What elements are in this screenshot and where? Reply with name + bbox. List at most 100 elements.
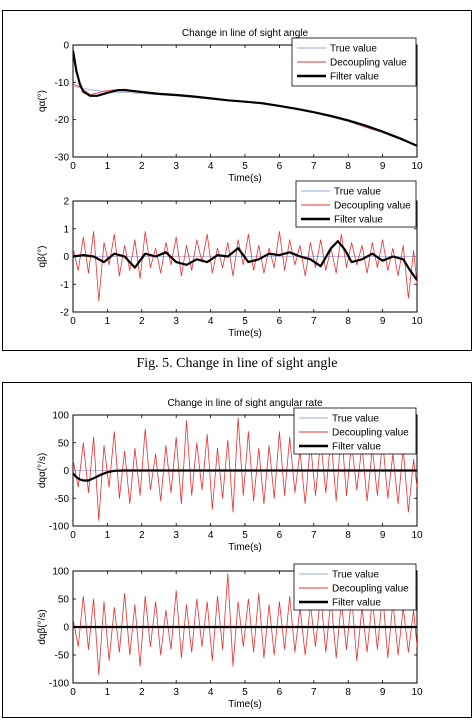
- x-tick-label: 5: [242, 316, 248, 327]
- figure-caption: Fig. 5. Change in line of sight angle: [136, 356, 338, 371]
- chart-title: Change in line of sight angle: [182, 28, 309, 39]
- x-tick-label: 4: [208, 530, 214, 541]
- series-line-filter-value: [73, 469, 417, 482]
- y-tick-label: -100: [49, 679, 69, 690]
- y-tick-label: -50: [55, 651, 70, 662]
- x-tick-label: 0: [70, 316, 76, 327]
- x-tick-label: 8: [345, 161, 351, 172]
- y-tick-label: 100: [52, 567, 69, 578]
- y-axis-label: qβ(°): [37, 246, 48, 268]
- x-tick-label: 7: [311, 316, 317, 327]
- legend-label-decoupling-value: Decoupling value: [334, 201, 411, 212]
- y-tick-label: -20: [55, 115, 70, 126]
- x-tick-label: 10: [411, 161, 423, 172]
- x-tick-label: 3: [173, 530, 179, 541]
- x-tick-label: 6: [277, 316, 283, 327]
- y-tick-label: -2: [60, 308, 69, 319]
- x-tick-label: 10: [411, 316, 423, 327]
- y-tick-label: 50: [58, 595, 70, 606]
- x-tick-label: 9: [380, 687, 386, 698]
- series-line-filter-value: [73, 50, 417, 147]
- x-tick-label: 2: [139, 530, 145, 541]
- x-tick-label: 3: [173, 687, 179, 698]
- x-tick-label: 3: [173, 161, 179, 172]
- legend: True value Decoupling value Filter value: [293, 407, 417, 455]
- y-tick-label: -50: [55, 494, 70, 505]
- x-tick-label: 0: [70, 530, 76, 541]
- x-tick-label: 5: [242, 687, 248, 698]
- x-tick-label: 10: [411, 687, 423, 698]
- x-tick-label: 6: [277, 161, 283, 172]
- x-axis-label: Time(s): [228, 542, 262, 553]
- y-tick-label: -100: [49, 522, 69, 533]
- x-tick-label: 7: [311, 530, 317, 541]
- x-tick-label: 7: [311, 161, 317, 172]
- legend-label-true-value: True value: [330, 44, 377, 55]
- chart-4: 0 1 2 3 4 5 6 7 8 9 10 100 50 0 -50 -100 Time(s) dqβ(°/s)…: [37, 563, 423, 710]
- x-tick-label: 9: [380, 316, 386, 327]
- y-tick-label: -1: [60, 280, 69, 291]
- series-line-decoupling-value: [73, 231, 417, 302]
- legend-label-decoupling-value: Decoupling value: [332, 584, 409, 595]
- x-tick-label: 8: [345, 530, 351, 541]
- legend-label-true-value: True value: [334, 187, 381, 198]
- y-tick-label: 0: [63, 252, 69, 263]
- y-axis-label: qα(°): [37, 90, 48, 112]
- y-tick-label: 100: [52, 411, 69, 422]
- x-tick-label: 1: [105, 687, 111, 698]
- series-line-filter-value: [73, 240, 417, 281]
- series-line-decoupling-value: [73, 83, 417, 147]
- chart-title: Change in line of sight angular rate: [167, 398, 323, 409]
- x-tick-label: 5: [242, 161, 248, 172]
- legend-label-filter-value: Filter value: [330, 72, 379, 83]
- x-tick-label: 4: [208, 161, 214, 172]
- x-tick-label: 10: [411, 530, 423, 541]
- y-tick-label: -10: [55, 78, 70, 89]
- chart-3: Change in line of sight angular rate 0 1 2 3…: [37, 398, 423, 553]
- x-tick-label: 6: [277, 530, 283, 541]
- legend-label-true-value: True value: [332, 414, 379, 425]
- legend: True value Decoupling value Filter value: [295, 180, 417, 228]
- x-tick-label: 8: [345, 687, 351, 698]
- y-tick-label: 1: [63, 224, 69, 235]
- y-axis-label: dqβ(°/s): [37, 609, 48, 644]
- y-tick-label: 0: [63, 41, 69, 52]
- x-tick-label: 1: [105, 316, 111, 327]
- series-line-decoupling-value: [73, 573, 417, 675]
- x-axis-label: Time(s): [228, 173, 262, 184]
- x-axis-label: Time(s): [228, 328, 262, 339]
- legend: True value Decoupling value Filter value: [291, 37, 417, 87]
- x-tick-label: 2: [139, 316, 145, 327]
- legend-label-decoupling-value: Decoupling value: [332, 428, 409, 439]
- x-tick-label: 2: [139, 161, 145, 172]
- x-tick-label: 5: [242, 530, 248, 541]
- x-tick-label: 1: [105, 161, 111, 172]
- legend-label-filter-value: Filter value: [334, 215, 383, 226]
- x-tick-label: 1: [105, 530, 111, 541]
- legend-label-filter-value: Filter value: [332, 598, 381, 609]
- y-tick-label: 50: [58, 438, 70, 449]
- y-axis-label: dqα(°/s): [37, 453, 48, 488]
- series-line-true-value: [73, 85, 417, 147]
- x-tick-label: 4: [208, 316, 214, 327]
- x-tick-label: 2: [139, 687, 145, 698]
- legend: True value Decoupling value Filter value: [293, 563, 417, 611]
- x-tick-label: 4: [208, 687, 214, 698]
- x-tick-label: 9: [380, 530, 386, 541]
- y-tick-label: 0: [63, 623, 69, 634]
- y-tick-label: -30: [55, 153, 70, 164]
- x-axis-label: Time(s): [228, 699, 262, 710]
- legend-label-filter-value: Filter value: [332, 442, 381, 453]
- chart-1: Change in line of sight angle 0 1 2 3 4 5 6 7 8 9 1…: [37, 28, 423, 184]
- y-tick-label: 0: [63, 466, 69, 477]
- y-tick-label: 2: [63, 197, 69, 208]
- x-tick-label: 3: [173, 316, 179, 327]
- x-tick-label: 0: [70, 161, 76, 172]
- x-tick-label: 0: [70, 687, 76, 698]
- legend-label-true-value: True value: [332, 570, 379, 581]
- x-tick-label: 7: [311, 687, 317, 698]
- x-tick-label: 9: [380, 161, 386, 172]
- x-tick-label: 8: [345, 316, 351, 327]
